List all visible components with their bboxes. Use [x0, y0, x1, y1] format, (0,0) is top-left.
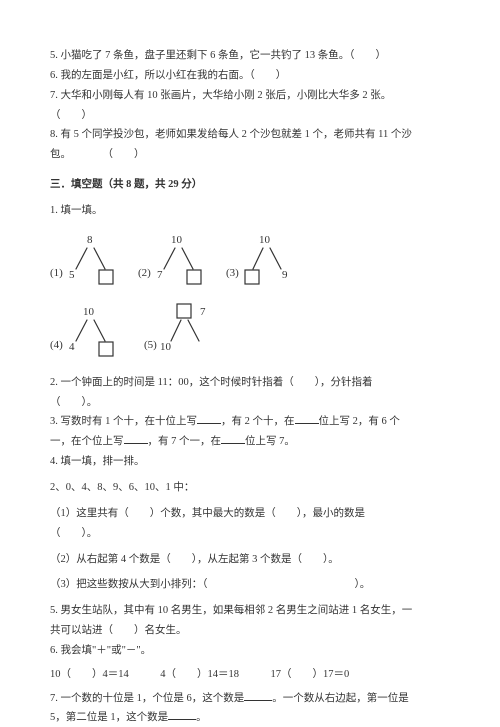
f3-mid2: 位上写 2，有 6 个: [319, 416, 400, 427]
diagram-row-1: (1) 5 8 (2) 7 10 (3) 10 9: [50, 230, 450, 288]
fill-q7-line2: 5，第二位是 1，这个数是 。: [50, 709, 450, 727]
fill-q4-3: （3）把这些数按从大到小排列：（ ）。: [50, 576, 450, 594]
fill-q7-line1: 7. 一个数的十位是 1，个位是 6，这个数是 。一个数从右边起，第一位是: [50, 690, 450, 708]
fill-q5-line1: 5. 男女生站队，其中有 10 名男生，如果每相邻 2 名男生之间站进 1 名女…: [50, 602, 450, 620]
fill-q4-numbers: 2、0、4、8、9、6、10、1 中：: [50, 479, 450, 497]
f3-mid1: ，有 2 个十，在: [221, 416, 295, 427]
f7-pre: 7. 一个数的十位是 1，个位是 6，这个数是: [50, 693, 244, 704]
f3l2-end: 位上写 7。: [245, 436, 295, 447]
f7-mid: 。一个数从右边起，第一位是: [272, 693, 409, 704]
f7b-end: 。: [196, 712, 207, 723]
fill-q4-2: （2）从右起第 4 个数是（ ），从左起第 3 个数是（ ）。: [50, 551, 450, 569]
blank: [295, 413, 319, 424]
f3-pre: 3. 写数时有 1 个十，在十位上写: [50, 416, 197, 427]
judge-q6: 6. 我的左面是小红，所以小红在我的右面。（ ）: [50, 67, 450, 85]
svg-text:5: 5: [69, 269, 75, 281]
judge-q7-line1: 7. 大华和小刚每人有 10 张画片，大华给小刚 2 张后，小刚比大华多 2 张…: [50, 87, 450, 105]
diagram-row-2: (4) 4 10 (5) 10 7: [50, 302, 450, 360]
fill-q2-line2: （ ）。: [50, 394, 450, 412]
f3l2-pre: 一，在个位上写: [50, 436, 124, 447]
svg-text:(3): (3): [226, 267, 239, 279]
fill-q5-line2: 共可以站进（ ）名女生。: [50, 622, 450, 640]
diagrams-svg-1: (1) 5 8 (2) 7 10 (3) 10 9: [50, 230, 310, 288]
fill-q6-expr: 10（ ）4＝14 4（ ）14＝18 17（ ）17＝0: [50, 666, 450, 684]
blank: [124, 433, 148, 444]
svg-text:7: 7: [157, 269, 163, 281]
judge-q8-line2: 包。 （ ）: [50, 146, 450, 164]
fill-q4-title: 4. 填一填，排一排。: [50, 453, 450, 471]
blank: [168, 709, 196, 720]
fill-q4-1b: （ ）。: [50, 525, 450, 543]
svg-text:(1): (1): [50, 267, 63, 279]
svg-text:8: 8: [87, 234, 93, 246]
diagrams-svg-2: (4) 4 10 (5) 10 7: [50, 302, 250, 360]
svg-text:10: 10: [259, 234, 271, 246]
blank: [244, 690, 272, 701]
judge-q5: 5. 小猫吃了 7 条鱼，盘子里还剩下 6 条鱼，它一共钓了 13 条鱼。（ ）: [50, 47, 450, 65]
svg-text:(4): (4): [50, 339, 63, 351]
svg-text:7: 7: [200, 306, 206, 318]
fill-q4-1a: （1）这里共有（ ）个数，其中最大的数是（ ），最小的数是: [50, 505, 450, 523]
svg-text:(2): (2): [138, 267, 151, 279]
svg-text:10: 10: [171, 234, 183, 246]
fill-q1: 1. 填一填。: [50, 202, 450, 220]
f7b-pre: 5，第二位是 1，这个数是: [50, 712, 168, 723]
svg-text:10: 10: [160, 341, 172, 353]
svg-text:4: 4: [69, 341, 75, 353]
section-3-title: 三．填空题（共 8 题，共 29 分）: [50, 176, 450, 194]
blank: [197, 413, 221, 424]
judge-q8-line1: 8. 有 5 个同学投沙包，老师如果发给每人 2 个沙包就差 1 个，老师共有 …: [50, 126, 450, 144]
fill-q3-line1: 3. 写数时有 1 个十，在十位上写 ，有 2 个十，在 位上写 2，有 6 个: [50, 413, 450, 431]
blank: [221, 433, 245, 444]
svg-text:10: 10: [83, 306, 95, 318]
judge-q7-line2: （ ）: [50, 107, 450, 125]
svg-text:(5): (5): [144, 339, 157, 351]
f3l2-mid: ，有 7 个一，在: [148, 436, 222, 447]
fill-q6: 6. 我会填"＋"或"－"。: [50, 642, 450, 660]
fill-q2-line1: 2. 一个钟面上的时间是 11：00，这个时候时针指着（ ），分针指着: [50, 374, 450, 392]
svg-text:9: 9: [282, 269, 288, 281]
fill-q3-line2: 一，在个位上写 ，有 7 个一，在 位上写 7。: [50, 433, 450, 451]
